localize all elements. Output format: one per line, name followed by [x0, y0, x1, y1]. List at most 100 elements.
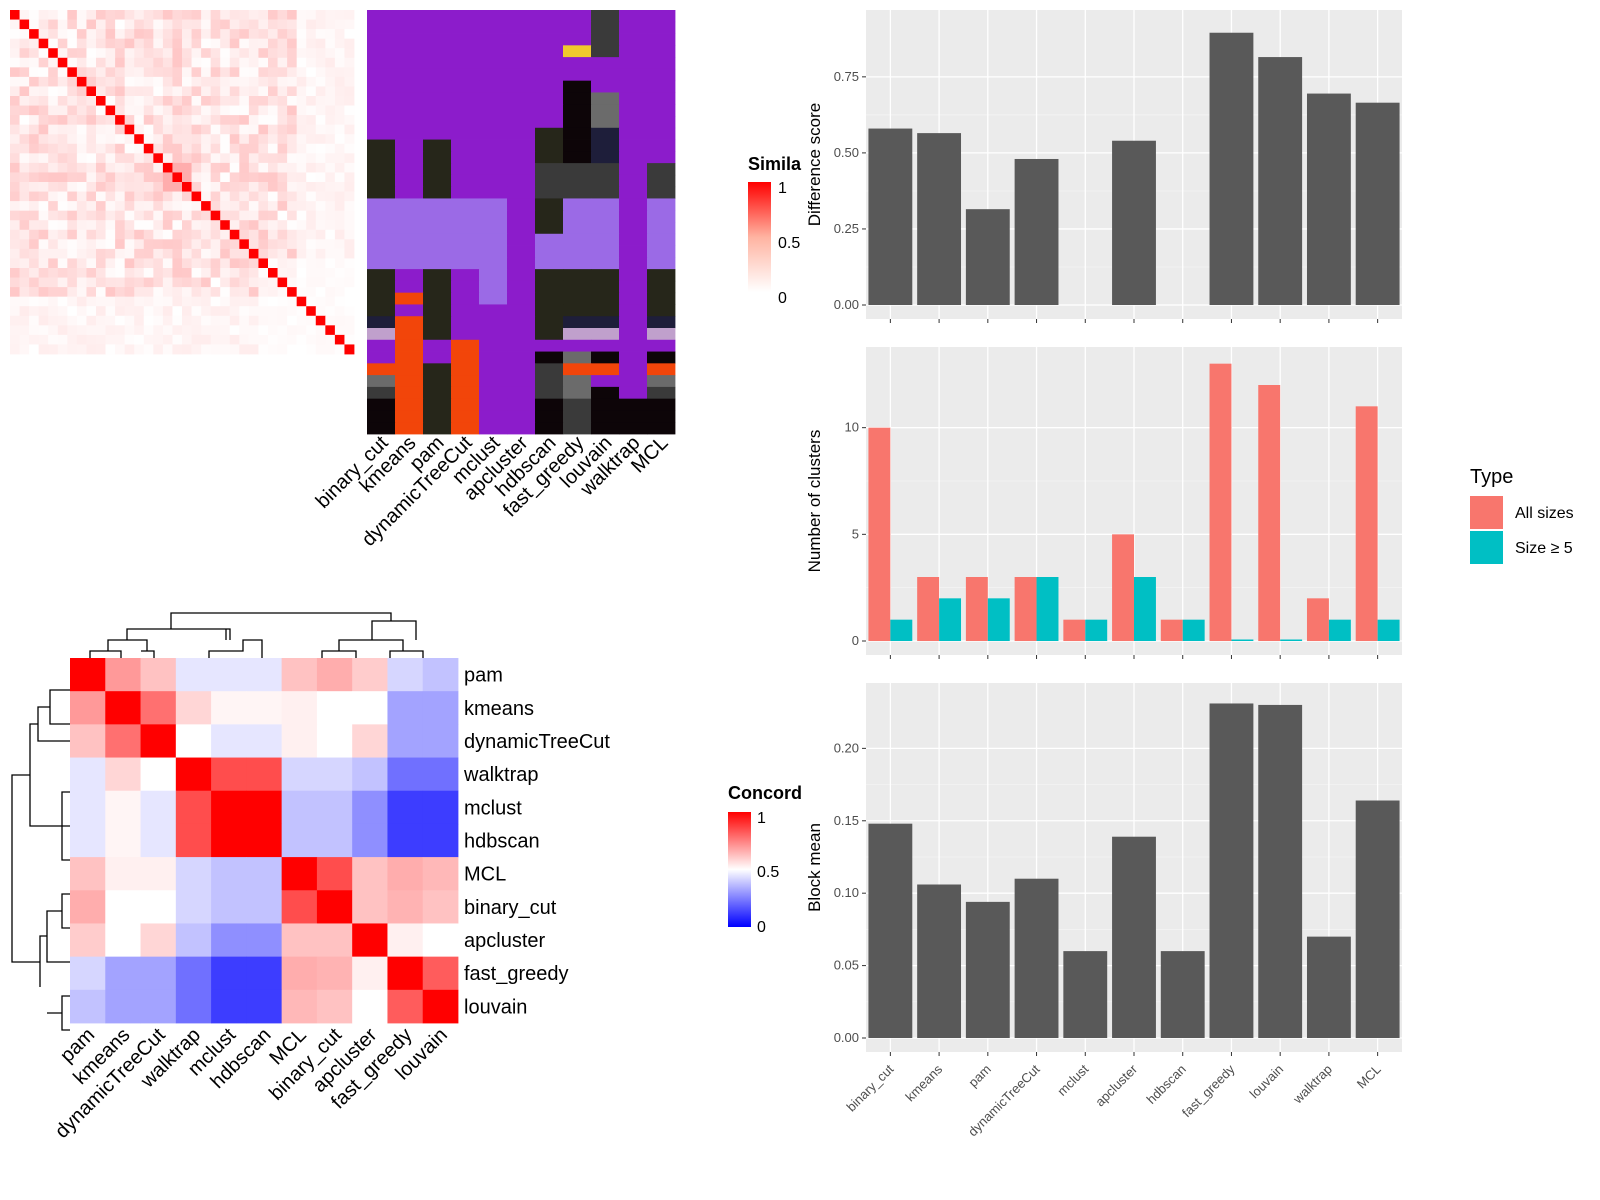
similarity-cell	[182, 153, 192, 164]
similarity-cell	[76, 210, 87, 221]
similarity-cell	[162, 124, 173, 135]
similarity-cell	[19, 134, 30, 145]
concordance-cell	[316, 956, 353, 991]
similarity-cell	[201, 10, 212, 20]
similarity-cell	[143, 67, 154, 78]
similarity-cell	[48, 344, 59, 355]
similarity-cell	[277, 19, 288, 30]
similarity-cell	[105, 124, 116, 135]
assignment-cell	[479, 328, 508, 341]
similarity-cell	[334, 306, 345, 317]
assignment-cell	[563, 186, 592, 199]
similarity-cell	[268, 67, 278, 78]
similarity-cell	[315, 57, 326, 68]
similarity-cell	[67, 105, 78, 116]
similarity-cell	[258, 344, 269, 355]
similarity-cell	[162, 334, 173, 345]
assignment-cell	[479, 398, 508, 411]
similarity-cell	[76, 162, 87, 173]
similarity-cell	[38, 143, 49, 154]
similarity-cell	[115, 248, 126, 259]
similarity-cell	[258, 220, 269, 231]
similarity-cell	[296, 172, 307, 183]
similarity-cell	[10, 182, 20, 192]
similarity-cell	[182, 162, 192, 173]
bar-Size ≥ 5-mclust	[1085, 619, 1108, 641]
similarity-cell	[57, 182, 68, 192]
assignment-cell	[479, 339, 508, 352]
assignment-cell	[535, 292, 564, 305]
similarity-cell	[201, 38, 212, 49]
similarity-cell	[38, 29, 49, 40]
similarity-cell	[153, 162, 164, 173]
similarity-cell	[86, 134, 97, 145]
similarity-cell	[124, 268, 135, 278]
similarity-cell	[306, 124, 317, 135]
similarity-cell	[344, 325, 355, 336]
similarity-cell	[86, 162, 97, 173]
similarity-cell	[29, 29, 40, 40]
similarity-cell	[325, 334, 336, 345]
similarity-cell	[229, 191, 240, 202]
similarity-cell	[287, 134, 298, 145]
bar-All sizes-kmeans	[917, 577, 940, 641]
similarity-cell	[191, 115, 202, 126]
assignment-cell	[619, 198, 648, 211]
similarity-cell	[296, 268, 307, 278]
similarity-cell	[344, 229, 355, 240]
similarity-cell	[182, 57, 192, 68]
assignment-cell	[451, 257, 480, 270]
assignment-cell	[395, 422, 424, 435]
assignment-cell	[479, 92, 508, 105]
similarity-cell	[57, 38, 68, 49]
similarity-cell	[10, 162, 20, 173]
similarity-cell	[134, 344, 145, 355]
similarity-cell	[201, 210, 212, 221]
concordance-cell	[246, 989, 283, 1024]
assignment-cell	[395, 92, 424, 105]
similarity-cell	[115, 67, 126, 78]
assignment-cell	[395, 57, 424, 70]
similarity-cell	[38, 162, 49, 173]
similarity-cell	[296, 201, 307, 212]
assignment-cell	[619, 280, 648, 294]
similarity-cell	[277, 96, 288, 106]
similarity-cell	[239, 268, 250, 278]
similarity-cell	[29, 315, 40, 326]
similarity-cell	[287, 38, 298, 49]
similarity-cell	[287, 115, 298, 126]
similarity-cell	[248, 172, 259, 183]
similarity-cell	[38, 48, 49, 59]
similarity-cell	[38, 153, 49, 164]
bar-Size ≥ 5-MCL	[1377, 619, 1400, 641]
concordance-cell	[387, 658, 424, 692]
similarity-cell	[258, 277, 269, 288]
bar-pam	[965, 209, 1010, 305]
similarity-cell	[239, 248, 250, 259]
concordance-cell	[175, 890, 212, 924]
similarity-cell	[306, 182, 317, 192]
similarity-cell	[248, 124, 259, 135]
y-tick-label: 0.15	[834, 813, 859, 828]
similarity-cell	[191, 344, 202, 355]
bar-All sizes-louvain	[1258, 385, 1281, 641]
similarity-cell	[172, 296, 183, 307]
assignment-cell	[647, 10, 676, 23]
similarity-cell	[220, 248, 231, 259]
concordance-cell	[387, 724, 424, 758]
similarity-cell	[344, 220, 355, 231]
similarity-cell	[105, 38, 116, 49]
similarity-cell	[162, 48, 173, 59]
concordance-cell	[105, 989, 141, 1024]
concordance-cell	[70, 989, 106, 1024]
assignment-cell	[423, 10, 452, 23]
similarity-cell	[86, 334, 97, 345]
similarity-cell	[201, 96, 212, 106]
similarity-cell	[162, 268, 173, 278]
bar-louvain	[1258, 704, 1303, 1038]
similarity-cell	[258, 182, 269, 192]
assignment-cell	[451, 292, 480, 305]
similarity-cell	[306, 201, 317, 212]
assignment-cell	[451, 328, 480, 341]
similarity-cell	[10, 67, 20, 78]
